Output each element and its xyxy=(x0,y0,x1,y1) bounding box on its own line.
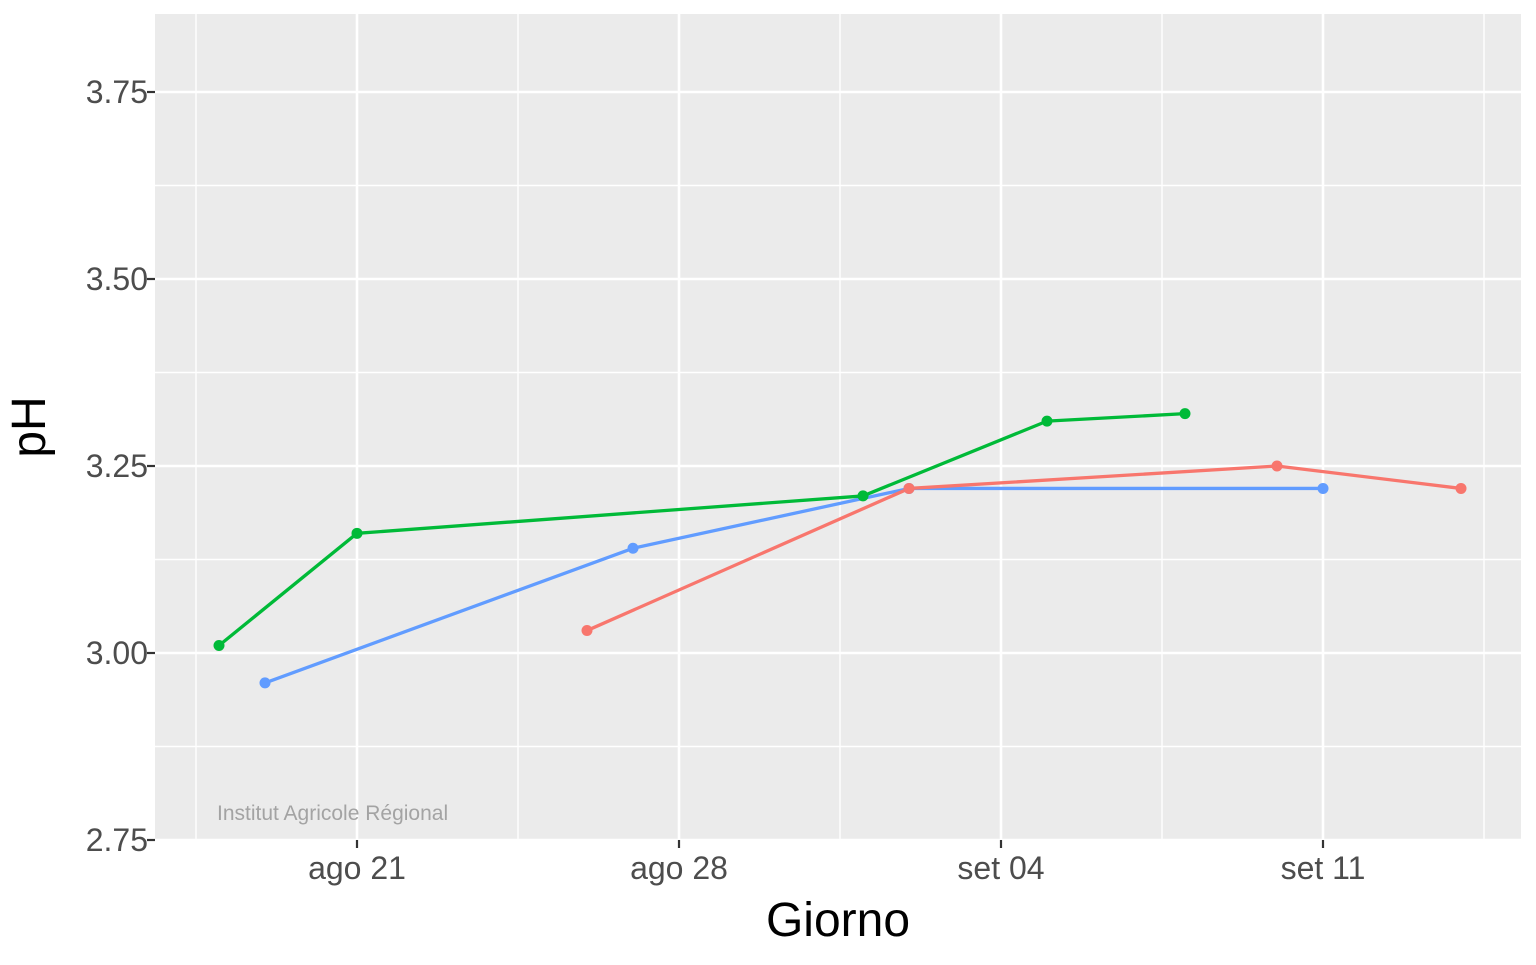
blue-data-point xyxy=(1317,482,1329,494)
plot-panel xyxy=(155,14,1521,840)
x-tick-label: set 04 xyxy=(957,850,1044,886)
x-axis-title: Giorno xyxy=(766,894,910,947)
x-tick-label: ago 28 xyxy=(630,850,728,886)
green-data-point xyxy=(857,490,869,502)
red-data-point xyxy=(1271,460,1283,472)
blue-data-point xyxy=(627,542,639,554)
green-data-point xyxy=(213,640,225,652)
axis-tick-marks xyxy=(147,90,1325,848)
watermark: Institut Agricole Régional xyxy=(217,802,448,825)
y-tick-label: 2.75 xyxy=(86,822,148,858)
gridlines xyxy=(155,14,1521,842)
y-tick-label: 3.75 xyxy=(86,74,148,110)
blue-data-point xyxy=(259,677,271,689)
y-tick-label: 3.25 xyxy=(86,448,148,484)
green-data-point xyxy=(1179,408,1191,420)
blue-series-line xyxy=(263,486,1325,685)
green-data-point xyxy=(351,527,363,539)
red-series-line xyxy=(585,464,1463,633)
x-axis-labels: ago 21 ago 28 set 04 set 11 xyxy=(308,850,1365,886)
x-tick-label: ago 21 xyxy=(308,850,406,886)
x-tick-label: set 11 xyxy=(1281,850,1366,886)
y-axis-title: pH xyxy=(3,396,56,457)
red-data-point xyxy=(581,625,593,637)
y-tick-label: 3.00 xyxy=(86,635,148,671)
red-data-point xyxy=(903,482,915,494)
y-tick-label: 3.50 xyxy=(86,261,148,297)
green-data-point xyxy=(1041,415,1053,427)
y-axis-labels: 3.75 3.50 3.25 3.00 2.75 xyxy=(86,74,148,858)
red-data-point xyxy=(1455,482,1467,494)
series-points xyxy=(213,408,1467,689)
